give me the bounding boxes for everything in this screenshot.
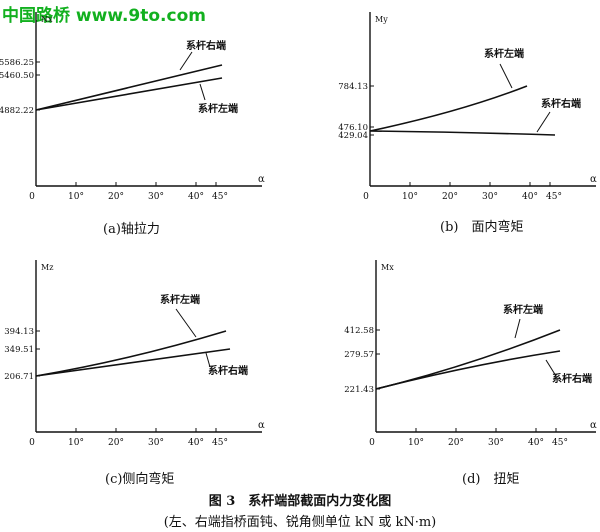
x-tick-label: 20° <box>442 192 458 202</box>
x-tick-label: 40° <box>188 438 204 448</box>
series-line <box>375 350 561 390</box>
series-leader <box>205 352 211 368</box>
y-tick-label: 784.13 <box>338 82 368 92</box>
series-leader <box>175 308 197 338</box>
x-axis-title: α <box>258 420 265 431</box>
series-label: 系杆右端 <box>541 97 581 110</box>
series-label: 系杆左端 <box>484 47 524 60</box>
y-axis-title: Mz <box>41 263 53 272</box>
series-line <box>35 348 231 377</box>
x-tick-label: 45° <box>546 192 562 202</box>
x-tick-label: 10° <box>68 192 84 202</box>
y-axis-title: My <box>375 15 388 24</box>
y-axis-title: Nx <box>41 15 53 24</box>
y-tick-label: 476.10 <box>338 123 368 133</box>
series-line <box>35 64 223 111</box>
y-tick-label: 206.71 <box>4 372 34 382</box>
origin-label: 0 <box>363 192 369 202</box>
x-tick-label: 45° <box>552 438 568 448</box>
x-tick-label: 10° <box>68 438 84 448</box>
series-leader <box>545 359 557 377</box>
x-tick-label: 30° <box>148 192 164 202</box>
series-label: 系杆左端 <box>503 303 543 316</box>
series-leader <box>179 51 193 71</box>
watermark-text: 中国路桥 www.9to.com <box>2 6 206 26</box>
origin-label: 0 <box>29 192 35 202</box>
x-axis-title: α <box>258 174 265 185</box>
x-tick-label: 10° <box>402 192 418 202</box>
x-tick-label: 30° <box>148 438 164 448</box>
x-tick-label: 40° <box>528 438 544 448</box>
x-axis-title: α <box>590 174 597 185</box>
x-tick-label: 20° <box>108 438 124 448</box>
series-label: 系杆左端 <box>160 293 200 306</box>
caption-c: (c)侧向弯矩 <box>105 472 175 487</box>
x-axis-title: α <box>590 420 597 431</box>
y-tick-label: 5586.25 <box>0 58 34 68</box>
x-tick-label: 45° <box>212 438 228 448</box>
series-line <box>35 330 227 377</box>
y-tick-label: 412.58 <box>344 326 374 336</box>
caption-b: (b) 面内弯矩 <box>440 220 524 235</box>
series-line <box>369 130 556 136</box>
figure-note: (左、右端指桥面钝、锐角侧单位 kN 或 kN·m) <box>163 515 437 530</box>
y-tick-label: 221.43 <box>344 385 374 395</box>
x-tick-label: 10° <box>408 438 424 448</box>
y-tick-label: 279.57 <box>344 350 374 360</box>
y-tick-label: 349.51 <box>4 345 34 355</box>
x-tick-label: 30° <box>488 438 504 448</box>
series-label: 系杆右端 <box>208 364 248 377</box>
series-label: 系杆左端 <box>198 102 238 115</box>
caption-a: (a)轴拉力 <box>103 222 160 237</box>
series-line <box>375 329 561 390</box>
series-label: 系杆右端 <box>186 39 226 52</box>
series-leader <box>514 318 521 339</box>
y-tick-label: 394.13 <box>4 327 34 337</box>
y-tick-label: 5460.50 <box>0 71 34 81</box>
caption-d: (d) 扭矩 <box>462 472 520 487</box>
series-leader <box>499 63 513 89</box>
x-tick-label: 40° <box>188 192 204 202</box>
series-leader <box>199 83 206 101</box>
y-tick-label: 4882.22 <box>0 106 34 116</box>
y-axis-title: Mx <box>381 263 394 272</box>
x-tick-label: 30° <box>482 192 498 202</box>
series-line <box>35 77 223 111</box>
x-tick-label: 45° <box>212 192 228 202</box>
origin-label: 0 <box>369 438 375 448</box>
x-tick-label: 20° <box>448 438 464 448</box>
origin-label: 0 <box>29 438 35 448</box>
y-tick-label: 429.04 <box>338 131 368 141</box>
series-leader <box>536 111 551 133</box>
x-tick-label: 40° <box>522 192 538 202</box>
series-line <box>369 85 528 132</box>
chart-panel-0: 0 Nx α 10° 20° 30° 40° 45° 5586.25 5460.50 4882.22… <box>0 12 265 202</box>
series-label: 系杆右端 <box>552 372 592 385</box>
x-tick-label: 20° <box>108 192 124 202</box>
chart-panel-3: 0 Mx α 10° 20° 30° 40° 45° 412.58 279.57 221.43 系杆左… <box>344 260 597 448</box>
chart-panel-2: 0 Mz α 10° 20° 30° 40° 45° 394.13 349.51 206.71 系杆左… <box>4 260 265 448</box>
figure-title: 图 3 系杆端部截面内力变化图 <box>208 494 392 509</box>
